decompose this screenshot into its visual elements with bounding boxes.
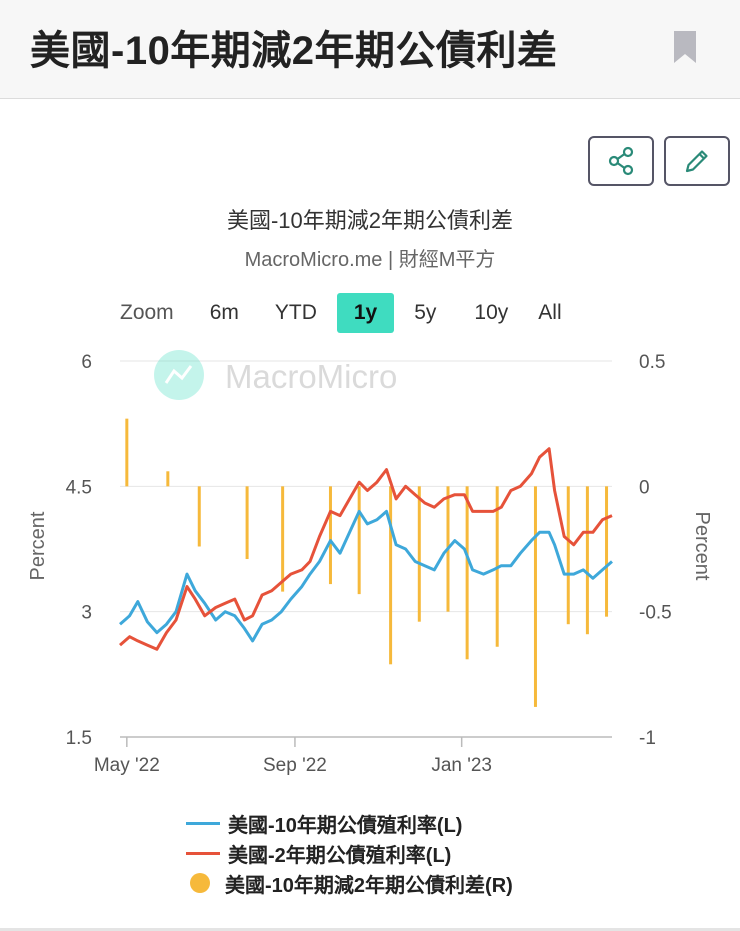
spread-bar (166, 471, 170, 487)
spread-bar (417, 486, 421, 622)
edit-button[interactable] (664, 136, 730, 186)
spread-bar (389, 486, 393, 665)
zoom-label: Zoom (120, 301, 174, 324)
watermark-text: MacroMicro (225, 358, 397, 395)
legend-swatch-spread (190, 873, 210, 893)
grid-lines (120, 360, 612, 738)
watermark: MacroMicro (154, 350, 397, 400)
page-title: 美國-10年期減2年期公債利差 (30, 29, 558, 73)
ten-year-yield-line (119, 509, 613, 643)
page-header: 美國-10年期減2年期公債利差 (0, 0, 740, 99)
y-right-axis-label: Percent (691, 512, 713, 581)
chart-title: 美國-10年期減2年期公債利差 (226, 208, 514, 233)
y-right-tick-label: -0.5 (639, 603, 672, 624)
zoom-5y-button[interactable]: 5y (414, 301, 437, 324)
spread-bar (357, 486, 361, 595)
y-left-axis-label: Percent (27, 511, 49, 580)
spread-bar (245, 486, 249, 560)
legend-label-ten-year: 美國-10年期公債殖利率(L) (228, 814, 463, 837)
x-tick-label: Jan '23 (431, 755, 492, 776)
y-left-tick-label: 6 (81, 352, 92, 373)
watermark-logo-icon (154, 350, 204, 400)
legend-item-two-year[interactable]: 美國-2年期公債殖利率(L) (186, 838, 513, 868)
chart-subtitle: MacroMicro.me | 財經M平方 (244, 249, 496, 271)
spread-bar (328, 486, 332, 585)
zoom-10y-button[interactable]: 10y (474, 301, 509, 324)
pencil-icon (685, 150, 708, 173)
spread-bar (197, 486, 201, 547)
legend-swatch-ten-year (186, 821, 220, 825)
y-left-tick-label: 1.5 (66, 728, 92, 749)
y-right-tick-label: 0.5 (639, 352, 665, 373)
spread-bar (281, 486, 285, 592)
two-year-yield-line (119, 447, 613, 651)
series-lines (119, 447, 613, 651)
zoom-1y-button[interactable]: 1y (336, 293, 395, 333)
legend-swatch-two-year (186, 851, 220, 855)
chart-card (0, 99, 740, 931)
zoom-bar: Zoom 6m YTD 1y 5y 10y All (110, 292, 574, 334)
y-left-tick-label: 3 (81, 603, 92, 624)
bottom-divider (0, 928, 740, 931)
share-button[interactable] (588, 136, 654, 186)
axes: 1.5 3 4.5 6 -1 -0.5 0 0.5 May '22 Sep '22 Jan '23 P… (27, 352, 713, 776)
spread-bar (533, 486, 537, 707)
share-icon (608, 146, 634, 176)
legend-label-two-year: 美國-2年期公債殖利率(L) (228, 844, 452, 867)
spread-bar (566, 486, 570, 625)
spread-bar (605, 486, 609, 617)
chart-plot: MacroMicro 1.5 3 4.5 6 -1 -0.5 0 0.5 May '22 Sep … (27, 350, 713, 776)
x-tick-label: Sep '22 (263, 755, 327, 776)
legend-label-spread: 美國-10年期減2年期公債利差(R) (225, 874, 513, 897)
x-tick-label: May '22 (94, 755, 160, 776)
legend: 美國-10年期公債殖利率(L) 美國-2年期公債殖利率(L) 美國-10年期減2… (186, 808, 513, 898)
zoom-all-button[interactable]: All (538, 301, 562, 324)
bookmark-icon[interactable] (672, 30, 698, 64)
y-right-tick-label: 0 (639, 477, 650, 498)
y-left-tick-label: 4.5 (66, 477, 92, 498)
legend-item-ten-year[interactable]: 美國-10年期公債殖利率(L) (186, 808, 513, 838)
zoom-6m-button[interactable]: 6m (209, 301, 239, 324)
watermark-logo-mark (164, 365, 193, 384)
y-right-tick-label: -1 (639, 728, 656, 749)
spread-bar (585, 486, 589, 635)
legend-item-spread[interactable]: 美國-10年期減2年期公債利差(R) (186, 868, 513, 898)
spread-bar (465, 486, 469, 660)
spread-bar (125, 418, 129, 487)
zoom-ytd-button[interactable]: YTD (274, 301, 317, 324)
